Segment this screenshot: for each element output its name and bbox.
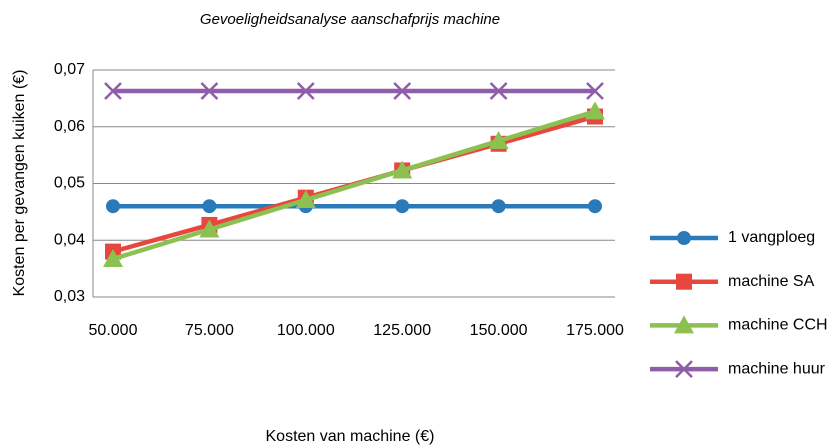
marker bbox=[202, 199, 217, 214]
x-tick-label: 125.000 bbox=[373, 322, 431, 339]
marker bbox=[676, 273, 692, 290]
marker bbox=[488, 130, 509, 149]
legend-label: 1 vangploeg bbox=[728, 229, 815, 246]
marker bbox=[199, 219, 220, 238]
marker bbox=[295, 189, 316, 208]
marker bbox=[588, 199, 602, 214]
x-tick-label: 150.000 bbox=[470, 322, 528, 339]
legend-label: machine CCH bbox=[728, 317, 828, 334]
legend-label: machine huur bbox=[728, 360, 826, 377]
marker bbox=[392, 160, 413, 179]
marker bbox=[677, 231, 691, 245]
chart-title: Gevoeligheidsanalyse aanschafprijs machi… bbox=[200, 11, 500, 28]
marker bbox=[200, 82, 219, 100]
marker bbox=[395, 199, 410, 214]
marker bbox=[393, 82, 412, 100]
y-tick-label: 0,06 bbox=[54, 118, 85, 135]
x-tick-label: 50.000 bbox=[89, 322, 138, 339]
marker bbox=[491, 199, 506, 214]
y-tick-label: 0,05 bbox=[54, 175, 85, 192]
marker bbox=[586, 82, 604, 100]
x-tick-label: 175.000 bbox=[566, 322, 624, 339]
x-tick-label: 75.000 bbox=[185, 322, 234, 339]
legend-label: machine SA bbox=[728, 273, 815, 290]
y-tick-label: 0,07 bbox=[54, 61, 85, 78]
series-line bbox=[112, 109, 596, 262]
marker bbox=[106, 199, 120, 214]
marker bbox=[104, 82, 122, 100]
marker bbox=[674, 315, 694, 334]
y-axis-label: Kosten per gevangen kuiken (€) bbox=[11, 70, 28, 297]
marker bbox=[103, 248, 123, 267]
marker bbox=[489, 82, 508, 100]
marker bbox=[296, 82, 315, 100]
x-tick-label: 100.000 bbox=[277, 322, 335, 339]
y-tick-label: 0,03 bbox=[54, 288, 85, 305]
marker bbox=[675, 360, 693, 378]
y-tick-label: 0,04 bbox=[54, 231, 85, 248]
marker bbox=[585, 101, 605, 120]
x-axis-label: Kosten van machine (€) bbox=[266, 428, 435, 445]
